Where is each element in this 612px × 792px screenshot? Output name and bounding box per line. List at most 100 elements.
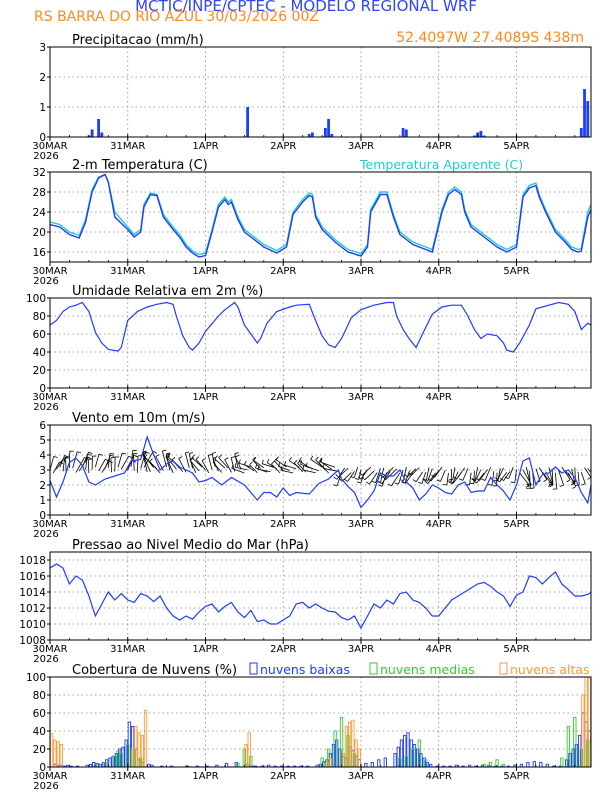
wind-barb-flag: [253, 457, 257, 461]
wind-barb-flag: [149, 458, 153, 462]
wind-barb: [140, 452, 146, 469]
wind-barb: [243, 464, 255, 472]
wind-barb: [50, 456, 55, 471]
precip-bar: [100, 132, 104, 137]
wind-barb-flag: [121, 452, 127, 455]
wind-barb: [149, 461, 161, 474]
wind-barb-flag: [165, 453, 170, 457]
wind-barb-flag: [418, 481, 423, 484]
precip-bar: [583, 89, 586, 137]
cloud-bar: [412, 744, 417, 767]
clouds-data: [50, 677, 591, 767]
wind-barb: [594, 471, 598, 487]
wind-barb-flag: [178, 456, 183, 459]
wind-barb: [558, 470, 564, 486]
wind-barb: [456, 467, 465, 480]
x-tick-label: 4APR: [426, 644, 452, 655]
press-title: Pressao ao Nivel Medio do Mar (hPa): [72, 538, 309, 553]
y-tick-label: 3: [39, 465, 46, 477]
y-tick-label: 100: [26, 293, 46, 305]
x-tick-year: 2026: [33, 151, 58, 162]
wind-barb-flag: [266, 458, 270, 463]
wind-barb: [364, 470, 375, 481]
cloud-bar: [354, 739, 358, 767]
cloud-bar: [103, 762, 107, 767]
wind-barb: [361, 466, 371, 476]
wind-barb: [590, 472, 591, 474]
wind-barb: [271, 463, 281, 474]
wind-barb-flag: [278, 462, 281, 467]
precip-bar: [323, 128, 327, 137]
wind-barb: [322, 467, 339, 472]
x-tick-label: 5APR: [503, 392, 529, 403]
x-tick-label: 5APR: [503, 644, 529, 655]
y-tick-label: 2: [39, 72, 46, 84]
cloud-bar: [121, 746, 125, 767]
press-frame: [49, 551, 592, 641]
wind-barb: [440, 470, 446, 482]
wind-barb-flag: [394, 482, 399, 485]
y-tick-label: 24: [33, 207, 47, 219]
x-tick-label: 1APR: [192, 392, 218, 403]
wind-barb: [201, 460, 210, 474]
wind-barb-flag: [399, 479, 404, 481]
wind-barb-flag: [243, 460, 247, 465]
wind-barb-flag: [133, 454, 138, 458]
wind-barb-flag: [234, 452, 239, 454]
wind-barb: [446, 472, 449, 486]
legend-swatch: [369, 662, 378, 675]
cloud-bar: [396, 746, 400, 767]
wind-barb-flag: [185, 451, 190, 454]
temp-title: 2-m Temperatura (C): [72, 158, 208, 173]
x-tick-label: 30MAR: [32, 771, 67, 782]
legend-label: nuvens altas: [510, 662, 590, 677]
wind-barb-flag: [527, 484, 532, 488]
wind-barb-flag: [590, 479, 591, 480]
x-tick-label: 30MAR: [32, 644, 67, 655]
wind-barb-flag: [98, 453, 103, 456]
wind-barb-flag: [423, 479, 428, 482]
legend-label: nuvens baixas: [260, 662, 350, 677]
precip-bar: [482, 135, 486, 137]
cloud-bar: [370, 762, 375, 767]
cloud-bar: [124, 739, 128, 767]
wind-barb: [561, 466, 571, 480]
wind-barb-flag: [231, 464, 234, 469]
wind-barb-flag: [594, 486, 598, 487]
cloud-bar: [578, 735, 582, 767]
wind-barb-flag: [488, 484, 493, 486]
wind-barb-flag: [476, 477, 480, 481]
precip-bar: [479, 131, 483, 137]
wind-barb: [532, 472, 535, 489]
wind-barb: [59, 455, 66, 468]
y-tick-label: 3: [39, 42, 46, 54]
x-tick-label: 2APR: [270, 141, 296, 152]
wind-barb-flag: [144, 454, 148, 458]
wind-barb: [52, 461, 60, 474]
wind-barb: [519, 472, 530, 486]
y-tick-label: 20: [33, 744, 46, 756]
wind-barb-flag: [379, 474, 384, 478]
wind-barb-flag: [412, 479, 417, 483]
cloud-bar: [488, 762, 493, 767]
rh-series-line: [50, 301, 591, 353]
wind-barb-flag: [171, 457, 176, 461]
wind-barb: [475, 469, 482, 482]
cloud-bar: [590, 712, 591, 767]
wind-barb-flag: [357, 476, 362, 480]
cloud-bar: [143, 709, 148, 767]
wind-barb-flag: [53, 456, 58, 458]
wind-barb: [462, 468, 469, 481]
cloud-bar: [347, 721, 352, 767]
cloud-bar: [377, 759, 381, 767]
wind-barb: [224, 459, 232, 473]
wind-barb-flag: [191, 454, 195, 458]
wind-barb: [165, 457, 174, 474]
cloud-bar: [422, 757, 426, 767]
cloud-bar: [526, 762, 530, 767]
y-tick-label: 1: [39, 102, 46, 114]
x-tick-label: 3APR: [348, 141, 374, 152]
wind-barb: [320, 461, 336, 468]
y-tick-label: 0: [39, 132, 46, 144]
